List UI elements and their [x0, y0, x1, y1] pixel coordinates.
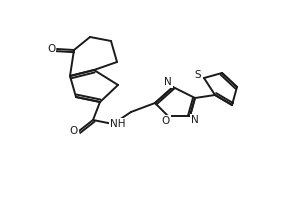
Text: O: O [47, 44, 55, 54]
Text: O: O [70, 126, 78, 136]
Text: NH: NH [110, 119, 126, 129]
Text: N: N [191, 115, 199, 125]
Text: S: S [195, 70, 201, 80]
Text: N: N [164, 77, 172, 87]
Text: O: O [162, 116, 170, 126]
